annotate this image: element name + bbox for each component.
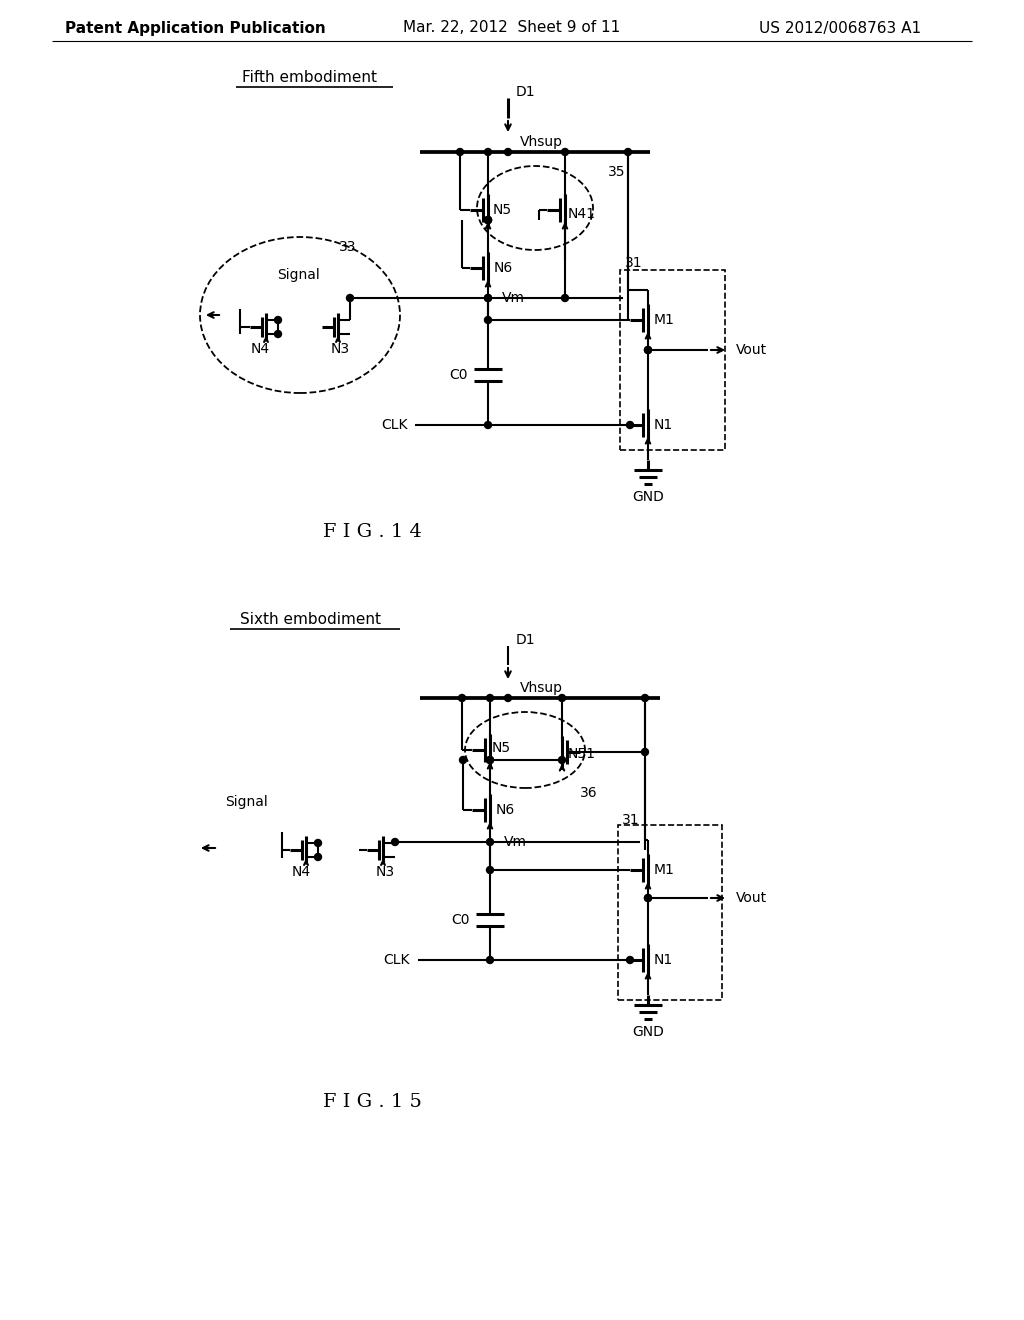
Circle shape	[486, 756, 494, 763]
Circle shape	[561, 149, 568, 156]
Text: Vhsup: Vhsup	[520, 681, 563, 696]
Circle shape	[484, 216, 492, 223]
Circle shape	[391, 838, 398, 846]
Circle shape	[484, 149, 492, 156]
Circle shape	[558, 694, 565, 701]
Text: Vout: Vout	[736, 343, 767, 356]
Circle shape	[486, 756, 494, 763]
Text: CLK: CLK	[382, 418, 408, 432]
Text: 33: 33	[339, 240, 356, 253]
Circle shape	[641, 748, 648, 755]
Circle shape	[558, 756, 565, 763]
Text: N4: N4	[292, 865, 310, 879]
Text: N6: N6	[496, 803, 515, 817]
Text: C0: C0	[452, 913, 470, 927]
Circle shape	[644, 346, 651, 354]
Circle shape	[484, 216, 492, 223]
Circle shape	[641, 694, 648, 701]
Circle shape	[459, 694, 466, 701]
Circle shape	[484, 421, 492, 429]
Circle shape	[484, 294, 492, 301]
Text: 31: 31	[625, 256, 643, 271]
Text: GND: GND	[632, 1026, 664, 1039]
Circle shape	[484, 317, 492, 323]
Text: N4: N4	[251, 342, 269, 356]
Circle shape	[457, 149, 464, 156]
Circle shape	[627, 957, 634, 964]
Circle shape	[644, 895, 651, 902]
Circle shape	[625, 149, 632, 156]
Text: Vm: Vm	[502, 290, 525, 305]
Circle shape	[486, 838, 494, 846]
Circle shape	[505, 149, 512, 156]
Text: US 2012/0068763 A1: US 2012/0068763 A1	[759, 21, 921, 36]
Circle shape	[274, 317, 282, 323]
Text: GND: GND	[632, 490, 664, 504]
Text: 31: 31	[622, 813, 640, 828]
Text: CLK: CLK	[384, 953, 410, 968]
Text: N51: N51	[568, 747, 596, 762]
Text: Vhsup: Vhsup	[520, 135, 563, 149]
Text: Patent Application Publication: Patent Application Publication	[65, 21, 326, 36]
Circle shape	[644, 346, 651, 354]
Text: Signal: Signal	[225, 795, 267, 809]
Text: Fifth embodiment: Fifth embodiment	[243, 70, 378, 86]
Text: 36: 36	[580, 785, 598, 800]
Text: C0: C0	[450, 368, 468, 381]
Circle shape	[486, 694, 494, 701]
Circle shape	[484, 216, 492, 223]
Circle shape	[274, 330, 282, 338]
Text: N6: N6	[494, 261, 513, 275]
Text: N3: N3	[331, 342, 349, 356]
Circle shape	[486, 957, 494, 964]
Circle shape	[627, 421, 634, 429]
Text: M1: M1	[654, 863, 675, 876]
Text: D1: D1	[516, 634, 536, 647]
Circle shape	[314, 854, 322, 861]
Text: M1: M1	[654, 313, 675, 327]
Text: N5: N5	[492, 741, 511, 755]
Text: N3: N3	[376, 865, 394, 879]
Text: F I G . 1 4: F I G . 1 4	[323, 523, 422, 541]
Circle shape	[644, 895, 651, 902]
Circle shape	[314, 840, 322, 846]
Text: Signal: Signal	[276, 268, 319, 282]
Circle shape	[505, 694, 512, 701]
Text: Mar. 22, 2012  Sheet 9 of 11: Mar. 22, 2012 Sheet 9 of 11	[403, 21, 621, 36]
Text: N41: N41	[568, 207, 596, 220]
Text: Sixth embodiment: Sixth embodiment	[240, 612, 381, 627]
Text: Vm: Vm	[504, 836, 527, 849]
Circle shape	[561, 294, 568, 301]
Text: N1: N1	[654, 953, 673, 968]
Text: N1: N1	[654, 418, 673, 432]
Circle shape	[486, 866, 494, 874]
Circle shape	[460, 756, 467, 763]
Text: 35: 35	[608, 165, 626, 180]
Text: F I G . 1 5: F I G . 1 5	[323, 1093, 422, 1111]
Text: Vout: Vout	[736, 891, 767, 906]
Circle shape	[484, 294, 492, 301]
Bar	[620, 271, 725, 450]
Bar	[618, 825, 722, 1001]
Circle shape	[346, 294, 353, 301]
Text: N5: N5	[493, 203, 512, 216]
Text: D1: D1	[516, 84, 536, 99]
